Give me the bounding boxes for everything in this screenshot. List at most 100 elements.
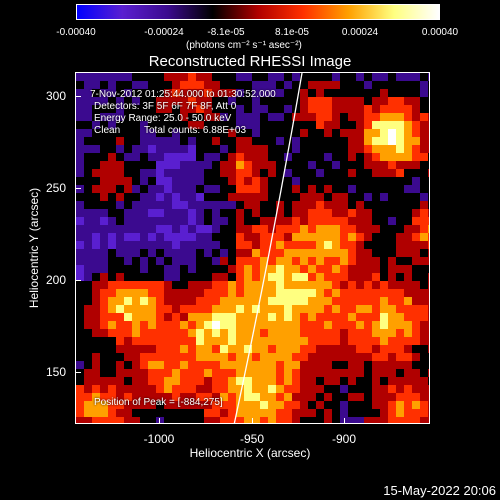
heatmap-cell xyxy=(140,313,148,321)
heatmap-cell xyxy=(356,337,364,345)
heatmap-cell xyxy=(404,313,412,321)
heatmap-cell xyxy=(324,201,332,209)
heatmap-cell xyxy=(284,305,292,313)
heatmap-cell xyxy=(300,129,308,137)
heatmap-cell xyxy=(300,225,308,233)
heatmap-cell xyxy=(396,401,404,409)
heatmap-cell xyxy=(196,369,204,377)
heatmap-cell xyxy=(356,161,364,169)
heatmap-cell xyxy=(412,337,420,345)
heatmap-cell xyxy=(76,281,84,289)
heatmap-cell xyxy=(164,393,172,401)
heatmap-cell xyxy=(420,393,428,401)
heatmap-cell xyxy=(204,401,212,409)
heatmap-cell xyxy=(356,385,364,393)
heatmap-cell xyxy=(132,313,140,321)
heatmap-cell xyxy=(412,177,420,185)
heatmap-cell xyxy=(204,169,212,177)
heatmap-cell xyxy=(228,169,236,177)
heatmap-cell xyxy=(340,345,348,353)
heatmap-cell xyxy=(324,153,332,161)
heatmap-cell xyxy=(100,289,108,297)
heatmap-cell xyxy=(268,249,276,257)
heatmap-cell xyxy=(204,313,212,321)
heatmap-cell xyxy=(332,265,340,273)
heatmap-cell xyxy=(268,121,276,129)
heatmap-cell xyxy=(284,169,292,177)
heatmap-cell xyxy=(308,385,316,393)
heatmap-cell xyxy=(204,321,212,329)
heatmap-cell xyxy=(244,121,252,129)
heatmap-cell xyxy=(204,193,212,201)
heatmap-cell xyxy=(340,185,348,193)
heatmap-cell xyxy=(324,105,332,113)
heatmap-cell xyxy=(228,417,236,423)
heatmap-cell xyxy=(340,177,348,185)
heatmap-cell xyxy=(292,345,300,353)
heatmap-cell xyxy=(132,289,140,297)
heatmap-cell xyxy=(164,153,172,161)
heatmap-cell xyxy=(228,249,236,257)
heatmap-cell xyxy=(420,177,428,185)
heatmap-cell xyxy=(116,209,124,217)
heatmap-cell xyxy=(100,209,108,217)
heatmap-cell xyxy=(404,137,412,145)
heatmap-cell xyxy=(260,233,268,241)
heatmap-cell xyxy=(156,97,164,105)
heatmap-cell xyxy=(156,121,164,129)
heatmap-cell xyxy=(108,297,116,305)
heatmap-cell xyxy=(380,281,388,289)
heatmap-cell xyxy=(164,177,172,185)
heatmap-cell xyxy=(220,81,228,89)
heatmap-cell xyxy=(308,353,316,361)
heatmap-cell xyxy=(316,233,324,241)
heatmap-cell xyxy=(372,257,380,265)
heatmap-cell xyxy=(404,249,412,257)
heatmap-cell xyxy=(316,417,324,423)
heatmap-cell xyxy=(172,201,180,209)
heatmap-cell xyxy=(340,217,348,225)
heatmap-cell xyxy=(244,417,252,423)
heatmap-cell xyxy=(276,337,284,345)
heatmap-cell xyxy=(164,201,172,209)
heatmap-cell xyxy=(164,209,172,217)
heatmap-cell xyxy=(388,305,396,313)
heatmap-cell xyxy=(84,177,92,185)
heatmap-cell xyxy=(188,185,196,193)
heatmap-cell xyxy=(396,337,404,345)
heatmap-cell xyxy=(228,385,236,393)
heatmap-cell xyxy=(412,345,420,353)
heatmap-cell xyxy=(404,177,412,185)
heatmap-cell xyxy=(188,401,196,409)
heatmap-cell xyxy=(228,401,236,409)
heatmap-cell xyxy=(372,409,380,417)
info-time-range: 7-Nov-2012 01:25:44.000 to 01:30:52.000 xyxy=(90,89,276,100)
heatmap-cell xyxy=(196,185,204,193)
heatmap-cell xyxy=(332,145,340,153)
heatmap-cell xyxy=(76,161,84,169)
heatmap-cell xyxy=(196,129,204,137)
heatmap-cell xyxy=(212,169,220,177)
heatmap-cell xyxy=(124,321,132,329)
heatmap-cell xyxy=(148,89,156,97)
heatmap-cell xyxy=(148,257,156,265)
heatmap-cell xyxy=(396,89,404,97)
heatmap-cell xyxy=(108,401,116,409)
heatmap-cell xyxy=(348,313,356,321)
heatmap-cell xyxy=(284,241,292,249)
heatmap-cell xyxy=(412,385,420,393)
heatmap-cell xyxy=(100,177,108,185)
heatmap-cell xyxy=(92,217,100,225)
heatmap-cell xyxy=(396,121,404,129)
heatmap-cell xyxy=(108,369,116,377)
heatmap-cell xyxy=(364,257,372,265)
heatmap-cell xyxy=(348,169,356,177)
heatmap-cell xyxy=(300,161,308,169)
heatmap-cell xyxy=(396,73,404,81)
heatmap-cell xyxy=(300,393,308,401)
heatmap-cell xyxy=(300,105,308,113)
heatmap-cell xyxy=(276,393,284,401)
heatmap-cell xyxy=(236,401,244,409)
heatmap-cell xyxy=(244,209,252,217)
plot-title: Reconstructed RHESSI Image xyxy=(148,53,352,70)
